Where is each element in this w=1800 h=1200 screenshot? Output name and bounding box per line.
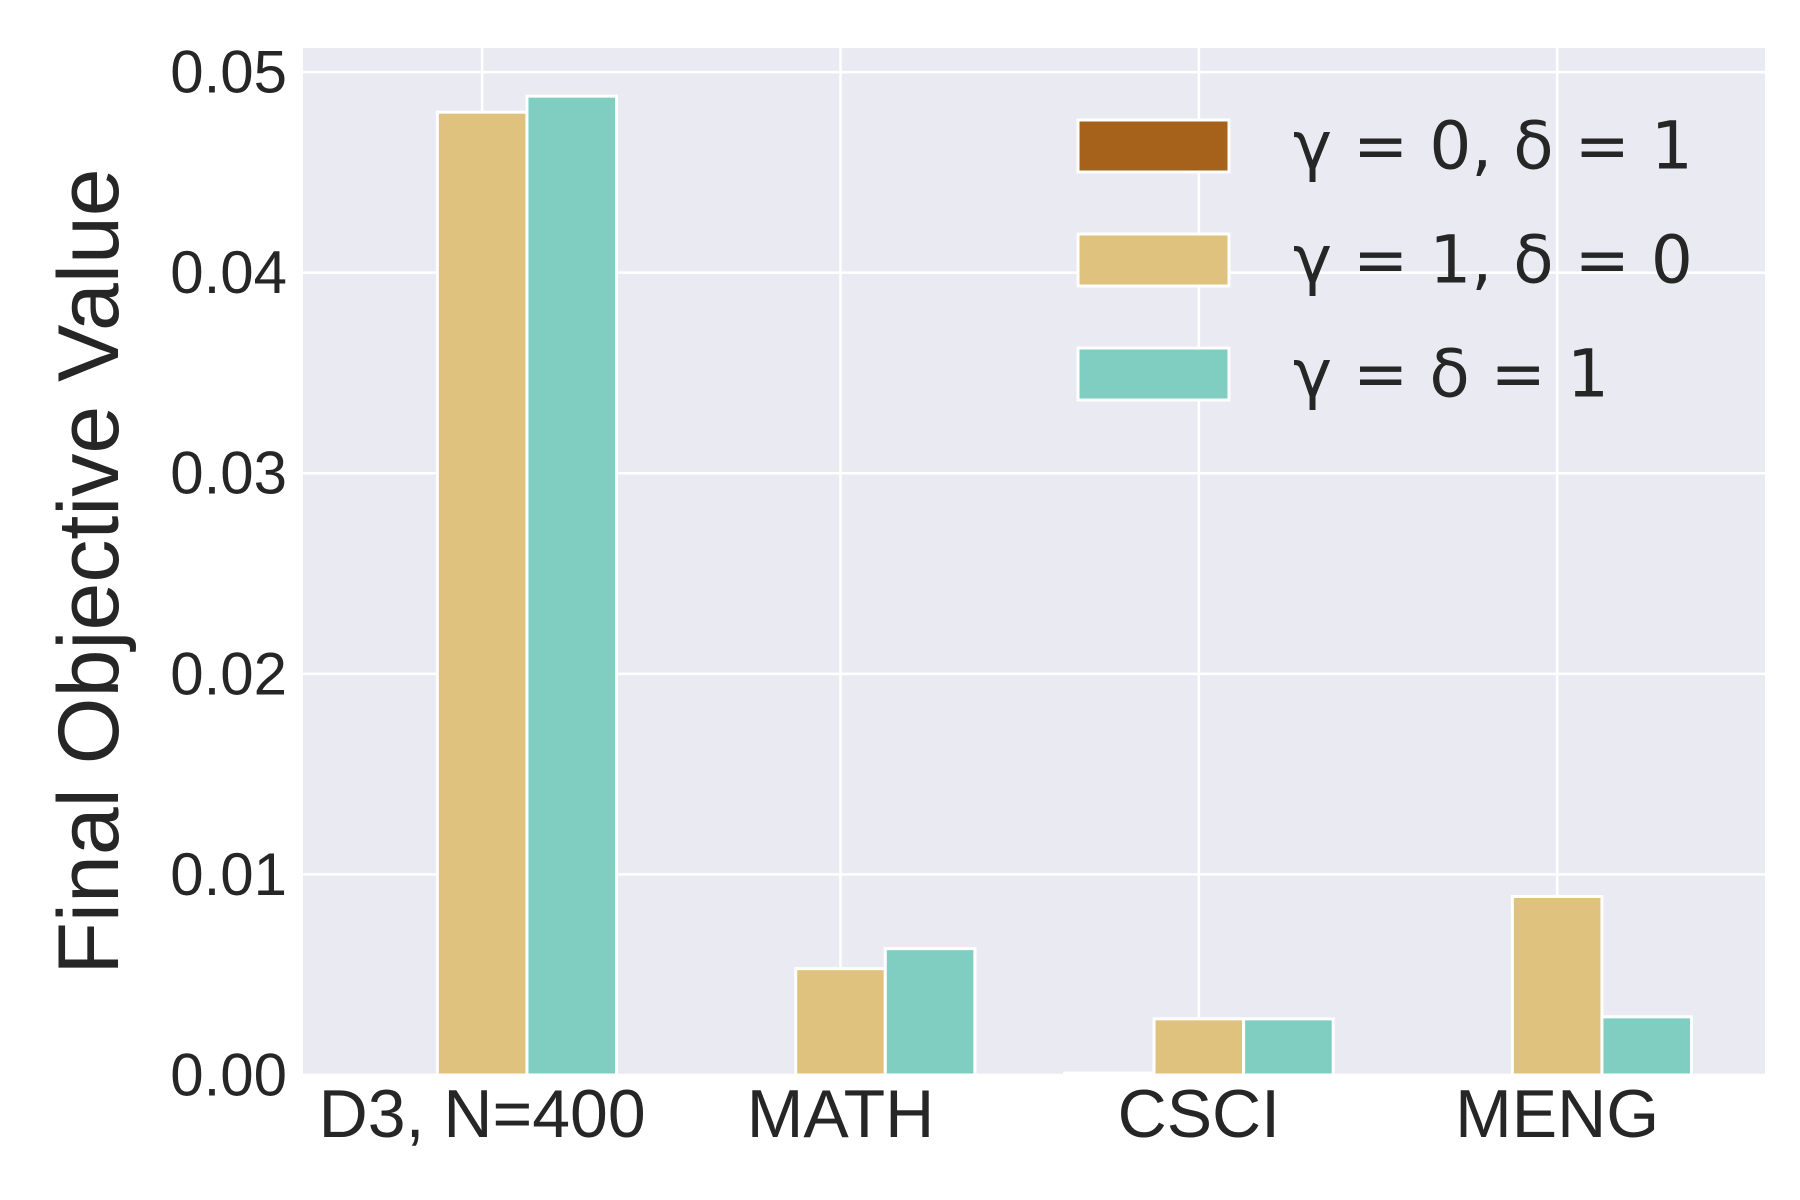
bar xyxy=(435,110,529,1077)
legend-swatch xyxy=(1076,232,1231,288)
y-tick-label: 0.03 xyxy=(170,440,287,507)
y-tick-label: 0.02 xyxy=(170,640,287,707)
y-tick-label: 0.00 xyxy=(170,1042,287,1109)
bars xyxy=(435,94,1694,1077)
y-axis-title: Final Objective Value xyxy=(41,168,137,974)
legend: γ = 0, δ = 1 γ = 1, δ = 0 γ = δ = 1 xyxy=(1076,108,1693,413)
y-tick-label: 0.04 xyxy=(170,239,287,306)
x-tick-label: D3, N=400 xyxy=(319,1076,646,1152)
bar xyxy=(794,967,887,1077)
legend-swatch xyxy=(1076,118,1231,174)
x-tick-labels: D3, N=400 MATH CSCI MENG xyxy=(319,1076,1659,1152)
bar xyxy=(525,94,619,1077)
y-tick-label: 0.01 xyxy=(170,841,287,908)
x-tick-label: CSCI xyxy=(1118,1076,1280,1152)
legend-label: γ = δ = 1 xyxy=(1293,336,1609,413)
legend-label: γ = 0, δ = 1 xyxy=(1293,108,1693,185)
legend-swatch xyxy=(1076,346,1231,402)
bar xyxy=(1600,1015,1694,1077)
bar xyxy=(1062,1071,1156,1077)
y-tick-labels: 0.00 0.01 0.02 0.03 0.04 0.05 xyxy=(170,39,287,1109)
bar xyxy=(1510,894,1604,1077)
y-tick-label: 0.05 xyxy=(170,39,287,106)
x-tick-label: MATH xyxy=(747,1076,935,1152)
bar xyxy=(883,947,977,1077)
x-tick-label: MENG xyxy=(1455,1076,1659,1152)
bar xyxy=(1152,1017,1246,1077)
bar xyxy=(1242,1017,1335,1077)
legend-label: γ = 1, δ = 0 xyxy=(1293,222,1693,299)
